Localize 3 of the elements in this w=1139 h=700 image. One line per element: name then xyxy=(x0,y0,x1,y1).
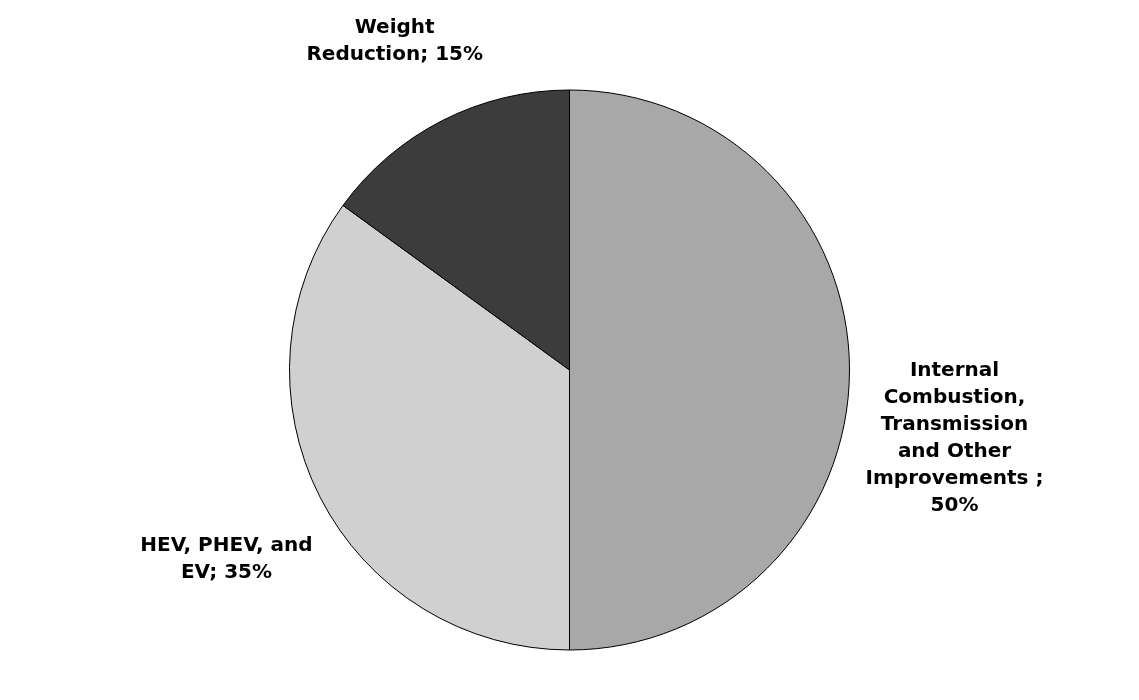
slice-label: Weight Reduction; 15% xyxy=(306,13,484,65)
slice-label: Internal Combustion, Transmission and Other Improvements ; 50% xyxy=(865,357,1044,516)
slice-label: HEV, PHEV, and EV; 35% xyxy=(140,531,313,583)
